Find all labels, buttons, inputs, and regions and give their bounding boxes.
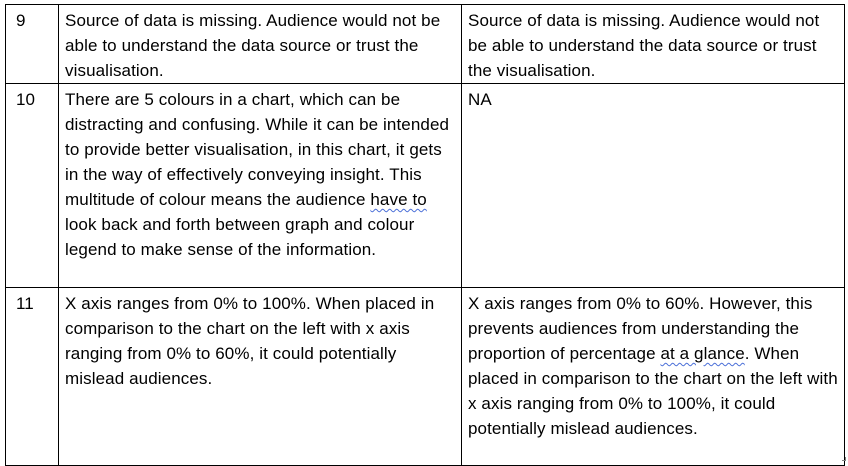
cell-text: . When placed in comparison to the chart… bbox=[468, 344, 838, 438]
cell-text: NA bbox=[468, 90, 492, 109]
cell-text: look back and forth between graph and co… bbox=[65, 215, 415, 259]
grammar-flagged-text[interactable]: have to bbox=[370, 190, 427, 209]
table-row: 10 There are 5 colours in a chart, which… bbox=[5, 83, 845, 288]
right-cell: X axis ranges from 0% to 60%. However, t… bbox=[461, 287, 845, 466]
left-cell: Source of data is missing. Audience woul… bbox=[58, 4, 462, 84]
table-row: 11 X axis ranges from 0% to 100%. When p… bbox=[5, 287, 845, 466]
table-row: 9 Source of data is missing. Audience wo… bbox=[5, 4, 845, 84]
right-cell: NA bbox=[461, 83, 845, 288]
row-number: 11 bbox=[5, 287, 59, 466]
left-cell: X axis ranges from 0% to 100%. When plac… bbox=[58, 287, 462, 466]
cell-text: Source of data is missing. Audience woul… bbox=[65, 11, 441, 80]
row-number: 9 bbox=[5, 4, 59, 84]
left-cell: There are 5 colours in a chart, which ca… bbox=[58, 83, 462, 288]
row-number: 10 bbox=[5, 83, 59, 288]
cell-text: There are 5 colours in a chart, which ca… bbox=[65, 90, 450, 209]
comparison-table: 9 Source of data is missing. Audience wo… bbox=[5, 4, 845, 466]
cell-text: Source of data is missing. Audience woul… bbox=[468, 11, 820, 80]
grammar-flagged-text[interactable]: at a glance bbox=[660, 344, 745, 363]
right-cell: Source of data is missing. Audience woul… bbox=[461, 4, 845, 84]
cell-text: X axis ranges from 0% to 60%. However, t… bbox=[468, 294, 813, 363]
table-resize-handle[interactable] bbox=[842, 457, 846, 461]
cell-text: X axis ranges from 0% to 100%. When plac… bbox=[65, 294, 435, 388]
